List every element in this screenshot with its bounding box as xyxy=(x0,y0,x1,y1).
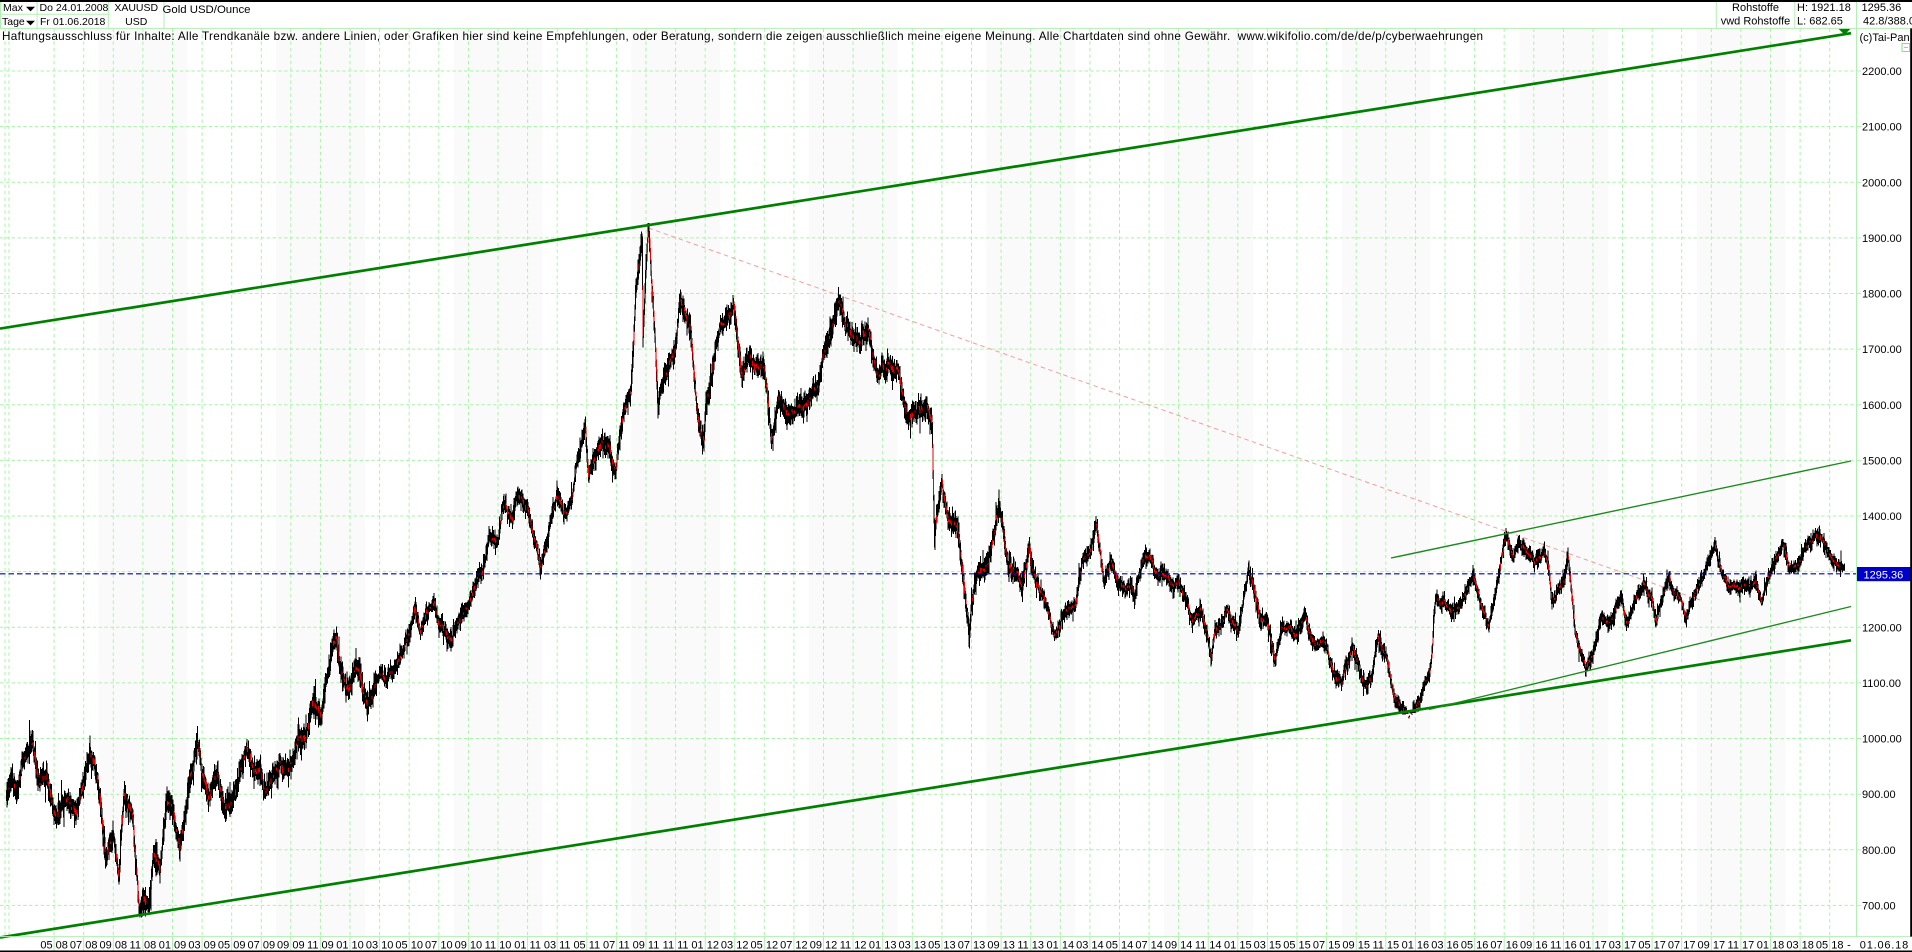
svg-text:05 09: 05 09 xyxy=(218,940,246,952)
svg-text:1000.00: 1000.00 xyxy=(1862,734,1902,746)
svg-text:07 10: 07 10 xyxy=(425,940,453,952)
svg-text:USD: USD xyxy=(125,16,148,28)
svg-text:09 11: 09 11 xyxy=(633,940,660,952)
svg-text:05 11: 05 11 xyxy=(573,940,600,952)
svg-text:03 11: 03 11 xyxy=(544,940,571,952)
svg-text:03 13: 03 13 xyxy=(899,940,927,952)
svg-text:01 14: 01 14 xyxy=(1047,940,1075,952)
svg-text:Gold USD/Ounce: Gold USD/Ounce xyxy=(163,4,251,16)
svg-text:700.00: 700.00 xyxy=(1862,900,1896,912)
svg-text:07 08: 07 08 xyxy=(70,940,98,952)
svg-text:05 12: 05 12 xyxy=(751,940,779,952)
svg-text:07 13: 07 13 xyxy=(958,940,986,952)
svg-text:03 15: 03 15 xyxy=(1254,940,1282,952)
svg-text:07 09: 07 09 xyxy=(248,940,276,952)
svg-text:1900.00: 1900.00 xyxy=(1862,233,1902,245)
svg-text:03 12: 03 12 xyxy=(721,940,749,952)
svg-text:07 11: 07 11 xyxy=(603,940,630,952)
svg-text:11 09: 11 09 xyxy=(307,940,334,952)
svg-text:09 12: 09 12 xyxy=(810,940,838,952)
svg-text:05 18: 05 18 xyxy=(1816,940,1844,952)
svg-text:11 08: 11 08 xyxy=(130,940,157,952)
svg-text:09 09: 09 09 xyxy=(277,940,305,952)
svg-text:900.00: 900.00 xyxy=(1862,789,1896,801)
svg-text:11 13: 11 13 xyxy=(1017,940,1044,952)
svg-text:01 11: 01 11 xyxy=(514,940,541,952)
svg-text:11 15: 11 15 xyxy=(1372,940,1399,952)
svg-text:Max: Max xyxy=(3,2,24,14)
svg-text:42.8/388.0: 42.8/388.0 xyxy=(1863,16,1912,28)
svg-text:01 16: 01 16 xyxy=(1402,940,1430,952)
svg-text:1200.00: 1200.00 xyxy=(1862,622,1902,634)
svg-text:03 18: 03 18 xyxy=(1786,940,1814,952)
svg-text:07 16: 07 16 xyxy=(1490,940,1518,952)
svg-text:03 10: 03 10 xyxy=(366,940,394,952)
svg-text:09 16: 09 16 xyxy=(1520,940,1548,952)
svg-text:11 17: 11 17 xyxy=(1728,940,1755,952)
svg-text:01 15: 01 15 xyxy=(1224,940,1252,952)
svg-text:03 09: 03 09 xyxy=(188,940,216,952)
svg-text:05 15: 05 15 xyxy=(1283,940,1311,952)
svg-text:1295.36: 1295.36 xyxy=(1862,2,1902,14)
svg-text:01 12: 01 12 xyxy=(691,940,719,952)
svg-text:1100.00: 1100.00 xyxy=(1862,678,1901,690)
svg-text:09 13: 09 13 xyxy=(987,940,1015,952)
svg-text:05 14: 05 14 xyxy=(1106,940,1134,952)
svg-text:L: 682.65: L: 682.65 xyxy=(1797,16,1843,28)
svg-text:1295.36: 1295.36 xyxy=(1864,569,1904,581)
svg-text:09 15: 09 15 xyxy=(1342,940,1370,952)
svg-text:2100.00: 2100.00 xyxy=(1862,122,1902,134)
svg-text:05 10: 05 10 xyxy=(395,940,423,952)
svg-text:07 17: 07 17 xyxy=(1668,940,1696,952)
svg-text:2000.00: 2000.00 xyxy=(1862,177,1902,189)
svg-text:01.06.18: 01.06.18 xyxy=(1860,940,1909,952)
svg-text:03 17: 03 17 xyxy=(1609,940,1637,952)
svg-text:H: 1921.18: H: 1921.18 xyxy=(1797,2,1851,14)
svg-text:vwd Rohstoffe: vwd Rohstoffe xyxy=(1721,16,1791,28)
svg-text:Rohstoffe: Rohstoffe xyxy=(1732,2,1779,14)
svg-text:2200.00: 2200.00 xyxy=(1862,66,1902,78)
svg-text:1500.00: 1500.00 xyxy=(1862,455,1902,467)
svg-text:01 09: 01 09 xyxy=(159,940,187,952)
svg-text:Haftungsausschluss für Inhalte: Haftungsausschluss für Inhalte: Alle Tre… xyxy=(2,30,1483,43)
svg-text:05 13: 05 13 xyxy=(928,940,956,952)
svg-text:07 15: 07 15 xyxy=(1313,940,1341,952)
svg-text:Do 24.01.2008: Do 24.01.2008 xyxy=(40,2,109,14)
svg-text:01 17: 01 17 xyxy=(1579,940,1607,952)
svg-text:(c)Tai-Pan: (c)Tai-Pan xyxy=(1860,32,1910,44)
svg-text:1800.00: 1800.00 xyxy=(1862,289,1902,301)
svg-text:01 18: 01 18 xyxy=(1757,940,1785,952)
svg-text:11 10: 11 10 xyxy=(485,940,512,952)
svg-text:-: - xyxy=(1847,940,1851,952)
svg-text:1400.00: 1400.00 xyxy=(1862,511,1902,523)
svg-text:11 14: 11 14 xyxy=(1195,940,1222,952)
svg-text:09 14: 09 14 xyxy=(1165,940,1193,952)
svg-text:1700.00: 1700.00 xyxy=(1862,344,1902,356)
svg-text:11 12: 11 12 xyxy=(840,940,867,952)
svg-text:07 14: 07 14 xyxy=(1135,940,1163,952)
svg-text:01 10: 01 10 xyxy=(336,940,364,952)
svg-text:09 17: 09 17 xyxy=(1698,940,1726,952)
svg-text:05 08: 05 08 xyxy=(40,940,68,952)
svg-text:03 16: 03 16 xyxy=(1431,940,1459,952)
svg-text:Fr 01.06.2018: Fr 01.06.2018 xyxy=(40,16,106,28)
svg-text:07 12: 07 12 xyxy=(780,940,808,952)
svg-text:800.00: 800.00 xyxy=(1862,845,1896,857)
svg-text:01 13: 01 13 xyxy=(869,940,897,952)
svg-text:11 11: 11 11 xyxy=(663,940,689,952)
svg-text:09 10: 09 10 xyxy=(455,940,483,952)
svg-text:Tage: Tage xyxy=(2,16,25,28)
svg-text:1600.00: 1600.00 xyxy=(1862,400,1902,412)
svg-text:03 14: 03 14 xyxy=(1076,940,1104,952)
svg-text:XAUUSD: XAUUSD xyxy=(114,2,158,14)
svg-text:09 08: 09 08 xyxy=(100,940,128,952)
svg-text:05 16: 05 16 xyxy=(1461,940,1489,952)
svg-text:05 17: 05 17 xyxy=(1638,940,1666,952)
svg-text:11 16: 11 16 xyxy=(1550,940,1577,952)
